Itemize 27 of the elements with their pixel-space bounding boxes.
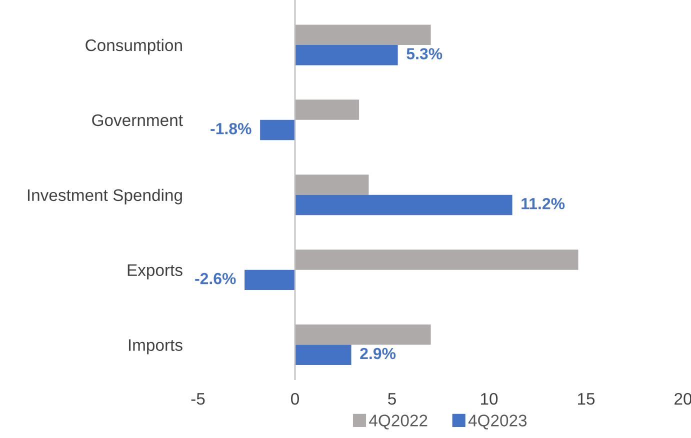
x-tick-label: 10 (481, 392, 498, 405)
data-label: 5.3% (406, 48, 442, 60)
data-label: 11.2% (522, 198, 565, 210)
y-tick-label: Investment Spending (28, 188, 182, 204)
data-label: -1.8% (210, 123, 252, 134)
y-tick-label: Imports (128, 339, 182, 354)
legend-label: 4Q2023 (468, 414, 527, 430)
bar (295, 324, 431, 345)
bar (295, 194, 512, 216)
bar (295, 344, 352, 366)
bar (260, 120, 295, 140)
bar (295, 44, 398, 66)
legend-label: 4Q2022 (369, 414, 428, 430)
y-tick-label: Consumption (86, 38, 182, 54)
x-tick-label: 0 (291, 392, 299, 405)
data-label: 2.9% (360, 348, 396, 360)
y-tick-label: Exports (128, 264, 182, 280)
bar (244, 270, 295, 290)
x-tick-label: -5 (191, 393, 205, 405)
bar (295, 100, 360, 120)
x-tick-label: 5 (388, 393, 396, 405)
bar (295, 250, 578, 270)
bar (295, 174, 369, 195)
x-tick-label: 15 (578, 393, 595, 405)
y-tick-label: Government (92, 114, 183, 126)
data-label: -2.6% (195, 272, 236, 284)
bar (295, 24, 431, 45)
